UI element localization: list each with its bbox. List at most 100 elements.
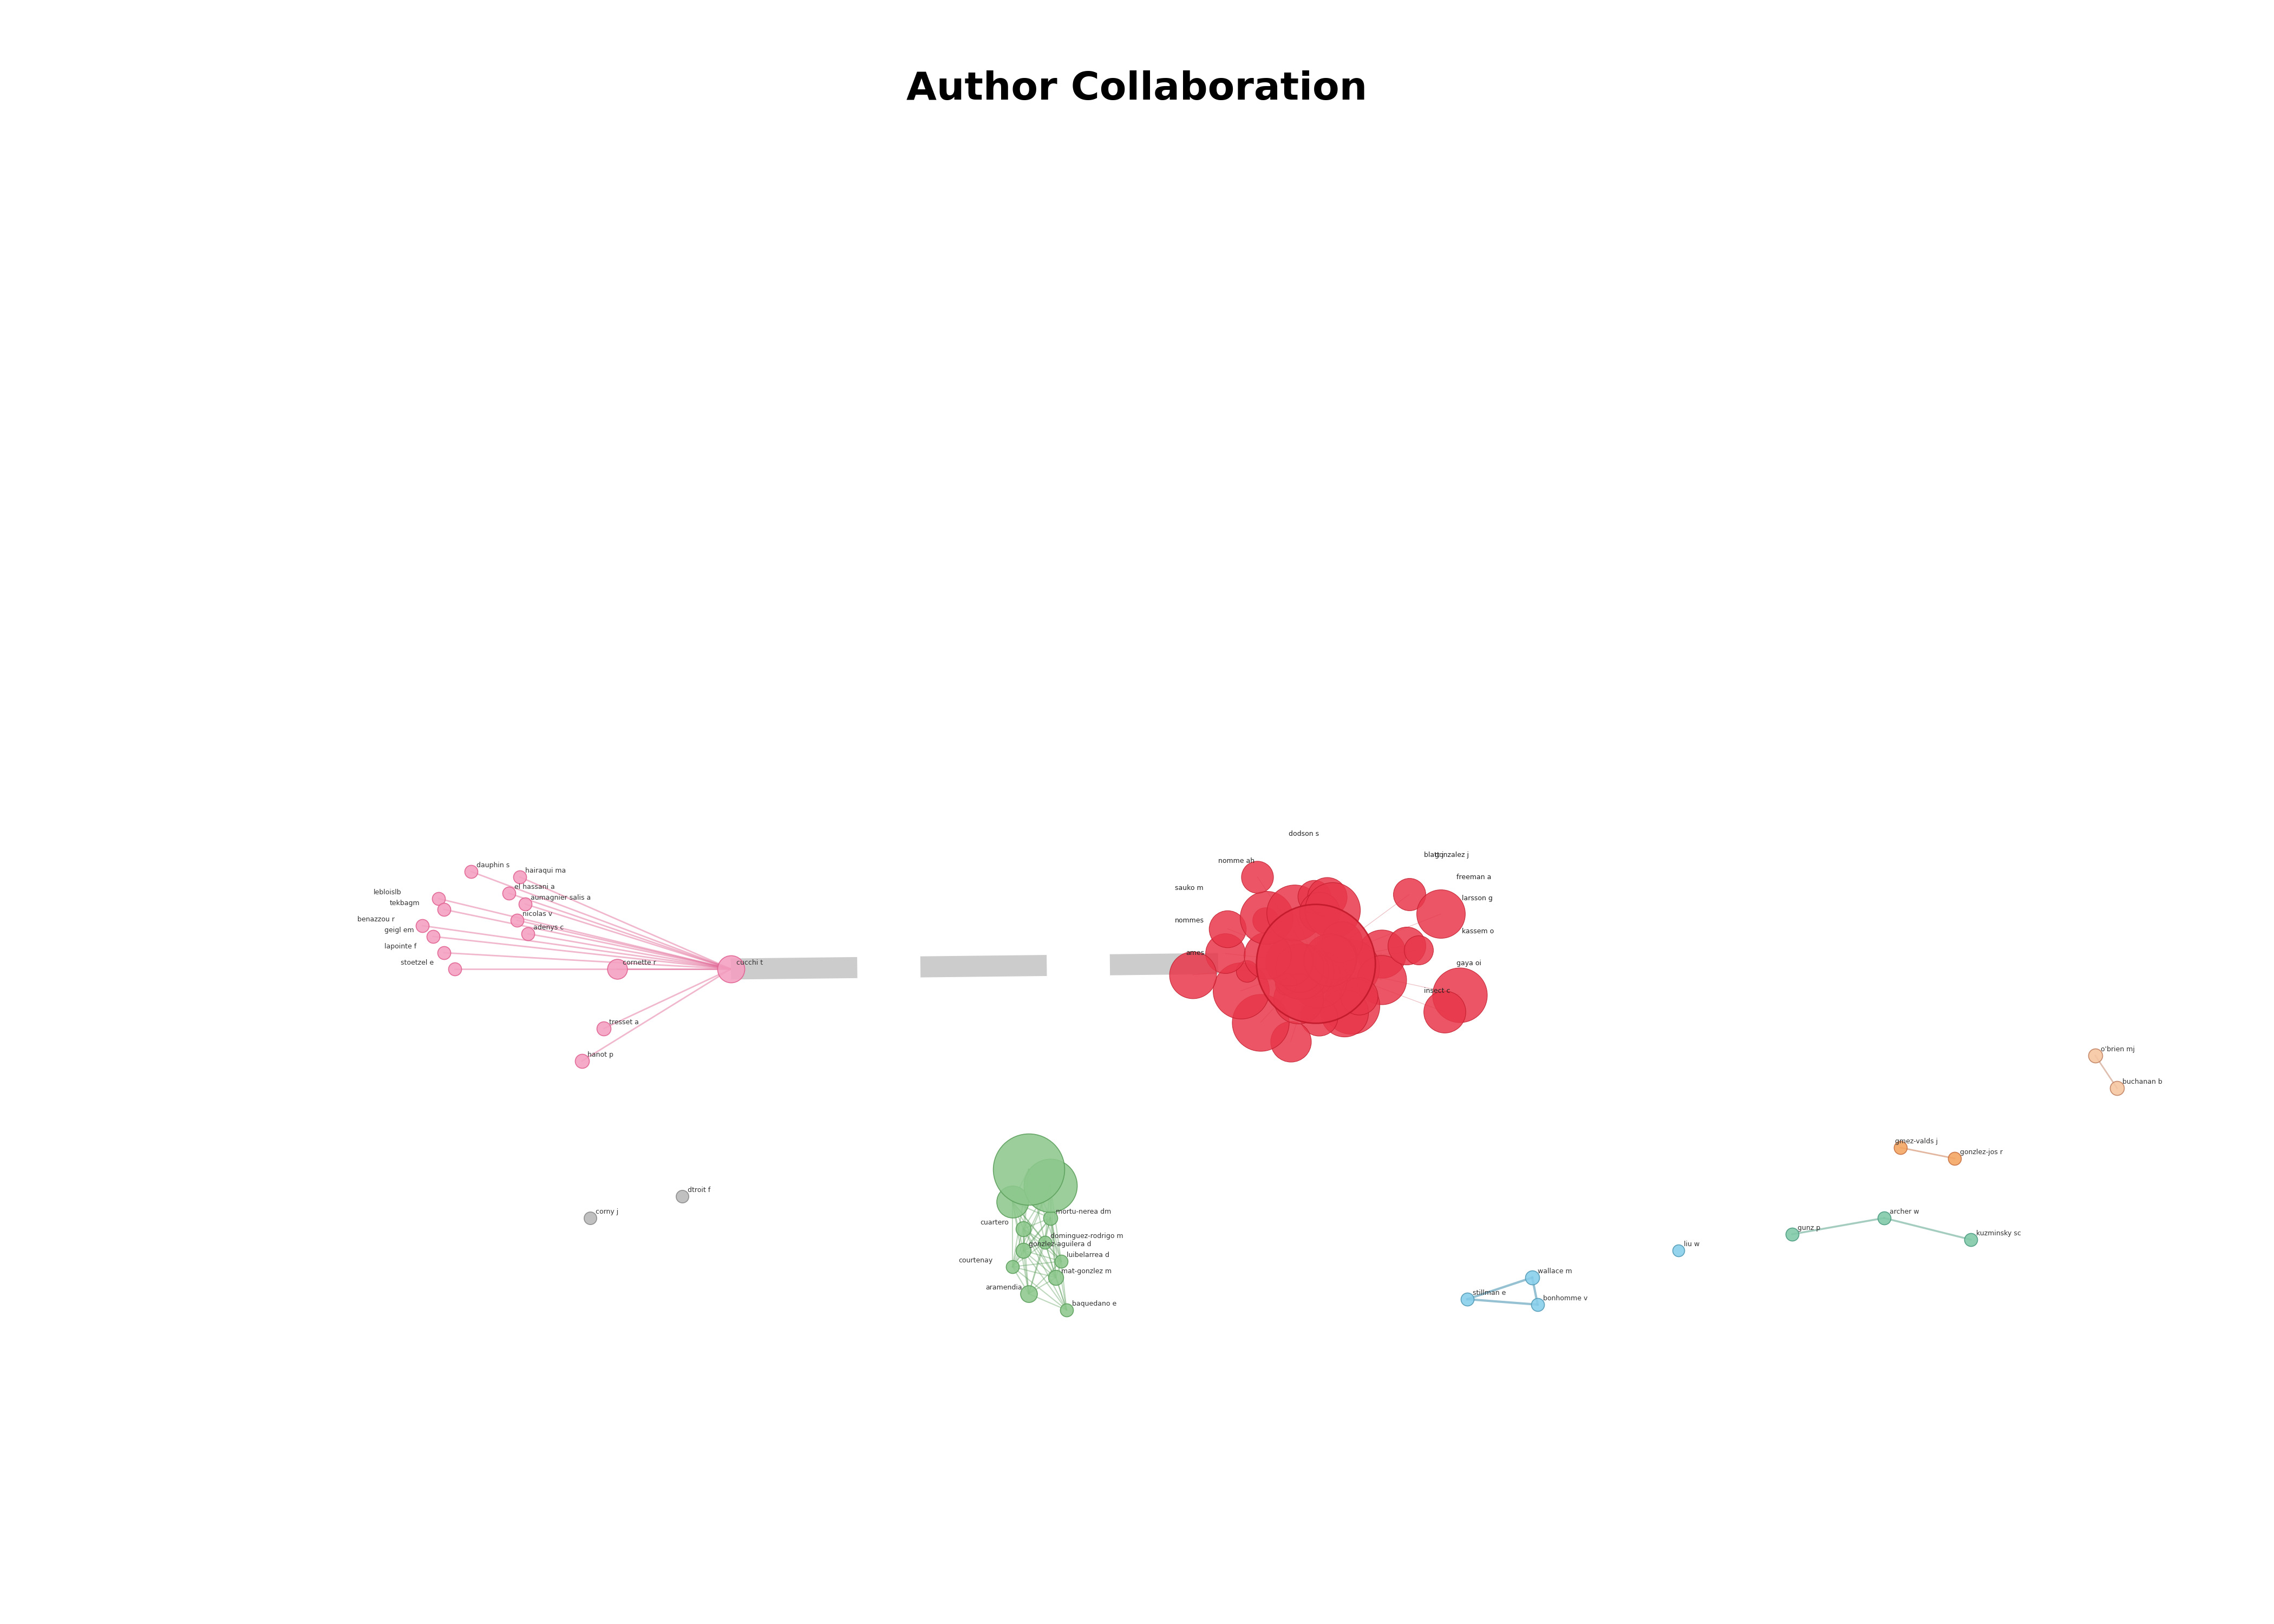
- Point: [491, 880, 528, 906]
- Text: dodson s: dodson s: [1289, 830, 1319, 838]
- Point: [712, 957, 748, 983]
- Point: [1005, 1237, 1041, 1263]
- Point: [1660, 1237, 1696, 1263]
- Text: aumagnier salis a: aumagnier salis a: [530, 895, 591, 901]
- Point: [1303, 961, 1339, 987]
- Point: [1242, 1010, 1278, 1036]
- Text: lapointe f: lapointe f: [384, 944, 416, 950]
- Point: [1514, 1265, 1551, 1291]
- Point: [1312, 947, 1348, 973]
- Point: [1207, 940, 1244, 966]
- Point: [1228, 958, 1264, 984]
- Point: [1364, 940, 1401, 966]
- Point: [1287, 958, 1323, 984]
- Point: [1276, 900, 1312, 926]
- Text: larsson g: larsson g: [1462, 895, 1492, 903]
- Point: [1037, 1265, 1073, 1291]
- Point: [1953, 1226, 1990, 1252]
- Text: archer w: archer w: [1890, 1208, 1919, 1215]
- Point: [598, 957, 634, 983]
- Point: [1267, 971, 1303, 997]
- Point: [1248, 942, 1285, 968]
- Text: cuartero: cuartero: [980, 1220, 1010, 1226]
- Point: [437, 957, 473, 983]
- Text: dauphin s: dauphin s: [478, 862, 509, 869]
- Text: Author Collaboration: Author Collaboration: [907, 70, 1367, 107]
- Text: geigl em: geigl em: [384, 927, 414, 934]
- Text: sauko m: sauko m: [1176, 883, 1203, 892]
- Point: [1317, 944, 1353, 970]
- Text: tresset a: tresset a: [609, 1018, 639, 1026]
- Point: [1326, 1000, 1362, 1026]
- Point: [1392, 882, 1428, 908]
- Point: [1298, 950, 1335, 976]
- Point: [1774, 1221, 1810, 1247]
- Point: [1310, 883, 1346, 909]
- Point: [573, 1205, 609, 1231]
- Point: [1333, 955, 1369, 981]
- Point: [1032, 1173, 1069, 1199]
- Point: [1273, 1028, 1310, 1054]
- Text: el hassani a: el hassani a: [514, 883, 555, 890]
- Text: gmez-valds j: gmez-valds j: [1894, 1138, 1937, 1145]
- Point: [1246, 908, 1283, 934]
- Text: corny j: corny j: [596, 1208, 619, 1215]
- Text: hairaqui ma: hairaqui ma: [525, 867, 566, 874]
- Text: aramendia: aramendia: [985, 1285, 1021, 1291]
- Point: [1401, 937, 1437, 963]
- Point: [1314, 896, 1351, 922]
- Text: mortu-nerea dm: mortu-nerea dm: [1055, 1208, 1112, 1215]
- Point: [1442, 983, 1478, 1009]
- Point: [1248, 905, 1285, 931]
- Text: blatt j: blatt j: [1424, 851, 1444, 859]
- Point: [1005, 1216, 1041, 1242]
- Point: [1296, 883, 1333, 909]
- Text: freeman a: freeman a: [1455, 874, 1492, 880]
- Text: gonzlez-jos r: gonzlez-jos r: [1960, 1148, 2003, 1156]
- Point: [503, 864, 539, 890]
- Point: [1283, 958, 1319, 984]
- Text: kassem o: kassem o: [1462, 927, 1494, 935]
- Point: [584, 1015, 621, 1041]
- Point: [1239, 864, 1276, 890]
- Text: baquedano e: baquedano e: [1071, 1301, 1117, 1307]
- Point: [1364, 966, 1401, 992]
- Point: [1323, 929, 1360, 955]
- Text: stillman e: stillman e: [1474, 1289, 1505, 1296]
- Text: cucchi t: cucchi t: [737, 960, 764, 966]
- Text: gonzlez-aguilera d: gonzlez-aguilera d: [1028, 1241, 1092, 1247]
- Point: [1389, 932, 1426, 958]
- Point: [1301, 900, 1337, 926]
- Point: [1010, 1281, 1046, 1307]
- Point: [498, 908, 534, 934]
- Text: gonzalez j: gonzalez j: [1435, 851, 1469, 859]
- Point: [1176, 961, 1212, 987]
- Point: [421, 885, 457, 911]
- Point: [994, 1189, 1030, 1215]
- Point: [425, 896, 462, 922]
- Point: [1937, 1145, 1974, 1171]
- Text: dominguez-rodrigo m: dominguez-rodrigo m: [1051, 1233, 1123, 1239]
- Point: [414, 924, 450, 950]
- Point: [1032, 1205, 1069, 1231]
- Point: [1426, 999, 1462, 1025]
- Text: hanot p: hanot p: [587, 1051, 614, 1059]
- Point: [1223, 978, 1260, 1004]
- Text: nommes: nommes: [1176, 916, 1205, 924]
- Text: luibelarrea d: luibelarrea d: [1067, 1252, 1110, 1259]
- Text: adenys c: adenys c: [534, 924, 564, 931]
- Point: [1342, 983, 1378, 1009]
- Text: dtroit f: dtroit f: [687, 1187, 709, 1194]
- Text: buchanan b: buchanan b: [2122, 1078, 2163, 1085]
- Point: [425, 940, 462, 966]
- Point: [1449, 1286, 1485, 1312]
- Text: wallace m: wallace m: [1537, 1268, 1571, 1275]
- Point: [405, 913, 441, 939]
- Point: [1010, 1156, 1046, 1182]
- Point: [507, 892, 543, 918]
- Text: liu w: liu w: [1683, 1241, 1699, 1247]
- Point: [994, 1254, 1030, 1280]
- Text: mat-gonzlez m: mat-gonzlez m: [1062, 1268, 1112, 1275]
- Text: gunz p: gunz p: [1796, 1224, 1821, 1231]
- Point: [564, 1047, 600, 1073]
